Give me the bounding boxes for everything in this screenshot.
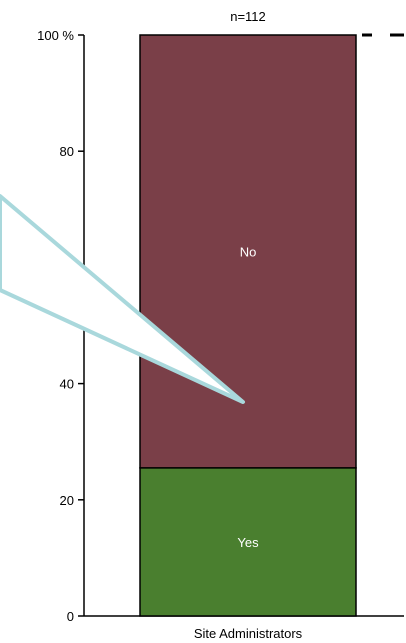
n-label: n=112: [230, 9, 266, 24]
y-tick-label: 0: [67, 609, 74, 624]
category-label: Site Administrators: [194, 626, 303, 641]
bars: Yes No: [139, 34, 357, 617]
y-tick-label: 20: [60, 493, 74, 508]
bar-segment-no: [139, 34, 357, 469]
bar-segment-yes: [139, 467, 357, 617]
segment-label-yes: Yes: [237, 535, 259, 550]
segment-label-no: No: [240, 244, 257, 259]
callout-pointer: [0, 194, 245, 404]
y-tick-label: 100 %: [37, 28, 74, 43]
y-tick-label: 40: [60, 377, 74, 392]
y-tick-label: 80: [60, 144, 74, 159]
y-axis: 0 20 40 80 100 %: [37, 28, 404, 624]
